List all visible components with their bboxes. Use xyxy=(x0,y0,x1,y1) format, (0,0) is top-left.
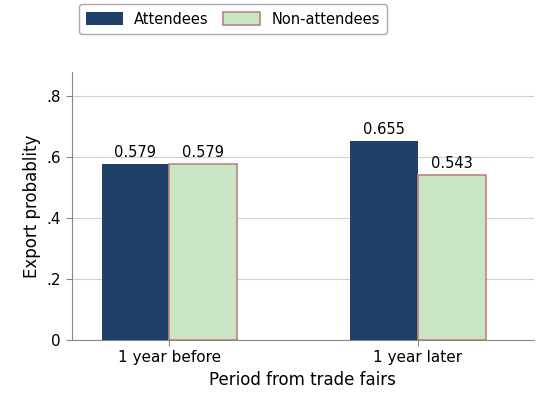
Bar xyxy=(350,140,418,340)
Legend: Attendees, Non-attendees: Attendees, Non-attendees xyxy=(79,4,387,34)
Text: 0.655: 0.655 xyxy=(364,122,405,137)
Text: 0.543: 0.543 xyxy=(431,156,472,171)
Text: 0.579: 0.579 xyxy=(114,145,156,160)
Bar xyxy=(169,164,236,340)
Bar xyxy=(418,175,486,340)
Y-axis label: Export probablity: Export probablity xyxy=(23,134,41,278)
Text: 0.579: 0.579 xyxy=(182,145,224,160)
X-axis label: Period from trade fairs: Period from trade fairs xyxy=(209,371,396,389)
Bar xyxy=(102,164,169,340)
